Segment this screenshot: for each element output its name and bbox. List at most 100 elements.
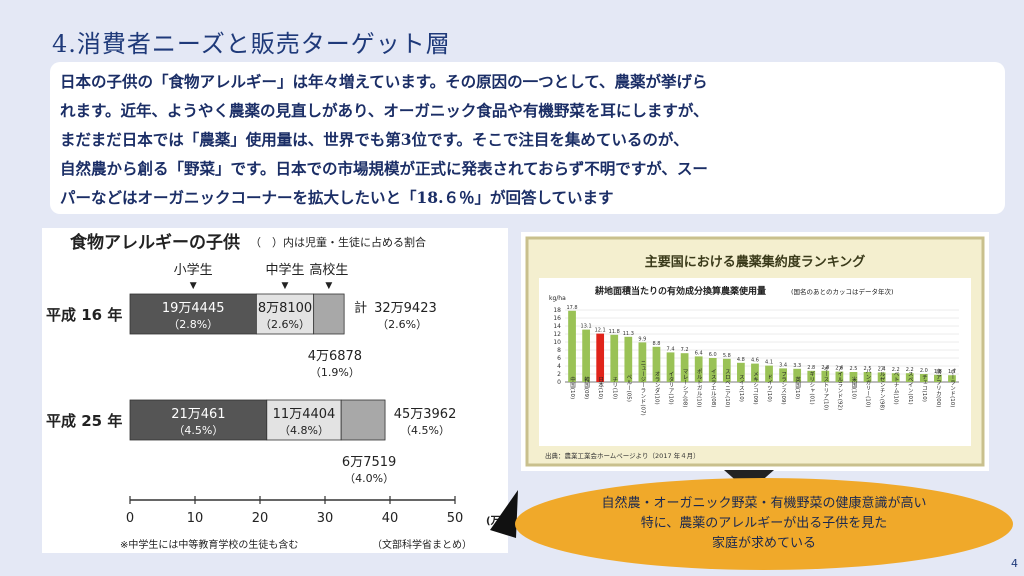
intro-line: 日本の子供の「食物アレルギー」は年々増えています。その原因の一つとして、農薬が挙… bbox=[60, 72, 708, 91]
allergy-bar-segment bbox=[129, 293, 257, 335]
ranking-y-tick-label: 8 bbox=[557, 347, 561, 354]
ranking-bar bbox=[891, 373, 900, 382]
ranking-bar bbox=[779, 368, 787, 382]
allergy-x-tick-label: 0 bbox=[126, 511, 134, 526]
allergy-bar-segment bbox=[266, 399, 342, 441]
ranking-bar bbox=[793, 368, 802, 382]
allergy-pct-label: （4.8%） bbox=[279, 424, 329, 437]
intro-line: れます。近年、ようやく農薬の見直しがあり、オーガニック食品や有機野菜を耳にします… bbox=[60, 101, 709, 120]
allergy-note: ※中学生には中等教育学校の生徒も含む bbox=[120, 538, 298, 551]
ranking-header: 主要国における農薬集約度ランキング bbox=[645, 254, 866, 270]
ranking-bar bbox=[905, 373, 914, 382]
ranking-value-label: 17.8 bbox=[566, 305, 577, 311]
ranking-value-label: 6.0 bbox=[709, 352, 717, 358]
down-triangle-icon: ▼ bbox=[190, 281, 197, 291]
ranking-bar bbox=[610, 334, 619, 382]
ranking-chart-panel: 主要国における農薬集約度ランキング 耕地面積当たりの有効成分換算農薬使用量 (国… bbox=[521, 232, 989, 471]
ranking-bar bbox=[919, 374, 928, 382]
callout-line: 家庭が求めている bbox=[711, 536, 816, 551]
ranking-value-label: 2.6 bbox=[835, 366, 843, 372]
ranking-country-label: オランダ(10) bbox=[653, 371, 660, 404]
ranking-value-label: 13.1 bbox=[581, 324, 592, 330]
callout-line: 特に、農薬のアレルギーが出る子供を見た bbox=[640, 516, 888, 531]
ranking-country-label: 韓国(09) bbox=[583, 376, 590, 399]
ranking-value-label: 2.5 bbox=[864, 366, 872, 372]
ranking-bar bbox=[807, 370, 816, 382]
allergy-bar-segment bbox=[340, 399, 386, 441]
ranking-y-tick-label: 18 bbox=[553, 307, 561, 314]
ranking-bar bbox=[596, 333, 605, 382]
ranking-value-label: 11.8 bbox=[609, 329, 620, 335]
allergy-value-label: 4万6878 bbox=[308, 349, 362, 364]
ranking-country-label: ポーランド(10) bbox=[949, 368, 956, 407]
ranking-value-label: 4.1 bbox=[765, 360, 773, 366]
ranking-country-label: アイルランド(92) bbox=[836, 366, 843, 410]
allergy-col-header: 高校生 bbox=[309, 262, 348, 278]
ranking-country-label: チリ(10) bbox=[611, 377, 618, 399]
ranking-value-label: 1.7 bbox=[948, 369, 956, 375]
page-number: 4 bbox=[1011, 557, 1018, 570]
allergy-total-pct: （4.5%） bbox=[400, 424, 450, 437]
allergy-total-prefix: 計 bbox=[354, 300, 367, 316]
ranking-country-label: ハンガリー(10) bbox=[865, 369, 872, 408]
ranking-country-label: 英国(10) bbox=[794, 376, 801, 399]
allergy-x-tick-label: 20 bbox=[252, 511, 269, 526]
ranking-bar bbox=[652, 346, 661, 382]
ranking-y-tick-label: 12 bbox=[553, 331, 561, 338]
allergy-value-label: 19万4445 bbox=[162, 301, 225, 316]
ranking-source: 出典：農業工業会ホームページより（2017 年４月） bbox=[545, 451, 700, 460]
allergy-pct-label: （2.6%） bbox=[260, 318, 310, 331]
ranking-title-note: (国名のあとのカッコはデータ年次) bbox=[791, 287, 894, 296]
ranking-value-label: 2.4 bbox=[878, 366, 886, 372]
ranking-country-label: イスラエル(08) bbox=[710, 369, 717, 408]
intro-text-box: 日本の子供の「食物アレルギー」は年々増えています。その原因の一つとして、農薬が挙… bbox=[50, 62, 1005, 214]
ranking-bar bbox=[751, 363, 759, 382]
ranking-country-label: イタリア(10) bbox=[668, 371, 675, 404]
intro-line: まだまだ日本では「農薬」使用量は、世界でも第3位です。そこで注目を集めているのが… bbox=[60, 130, 689, 149]
ranking-value-label: 4.6 bbox=[751, 358, 759, 364]
down-triangle-icon: ▼ bbox=[325, 281, 332, 291]
callout-oval: 自然農・オーガニック野菜・有機野菜の健康意識が高い 特に、農薬のアレルギーが出る… bbox=[515, 478, 1013, 570]
ranking-country-label: 南アフリカ(00) bbox=[935, 367, 942, 407]
ranking-country-label: スイス(10) bbox=[738, 374, 745, 402]
ranking-country-label: 中国(10) bbox=[569, 376, 576, 399]
ranking-bar bbox=[737, 362, 745, 382]
ranking-bar bbox=[765, 365, 773, 382]
allergy-value-label: 11万4404 bbox=[273, 407, 336, 422]
allergy-total-label: 32万9423 bbox=[374, 301, 437, 316]
ranking-country-label: ドイツ(10) bbox=[766, 374, 773, 402]
allergy-x-tick-label: 30 bbox=[317, 511, 334, 526]
down-triangle-icon: ▼ bbox=[282, 281, 289, 291]
ranking-y-tick-label: 6 bbox=[557, 355, 561, 362]
ranking-value-label: 11.3 bbox=[623, 331, 634, 337]
ranking-bar bbox=[934, 374, 942, 382]
ranking-bar bbox=[568, 310, 576, 382]
callout-line: 自然農・オーガニック野菜・有機野菜の健康意識が高い bbox=[601, 496, 927, 511]
ranking-value-label: 8.8 bbox=[652, 341, 660, 347]
ranking-bar bbox=[582, 329, 590, 382]
ranking-y-tick-label: 10 bbox=[553, 339, 561, 346]
ranking-y-tick-label: 4 bbox=[557, 363, 561, 370]
allergy-pct-label: （4.5%） bbox=[173, 424, 223, 437]
ranking-bar bbox=[666, 352, 675, 382]
right-arrow-icon bbox=[490, 490, 518, 538]
ranking-bar bbox=[948, 375, 956, 382]
ranking-country-label: フランス(09) bbox=[780, 371, 787, 404]
allergy-total-label: 45万3962 bbox=[394, 407, 457, 422]
slide-title: 4.消費者ニーズと販売ターゲット層 bbox=[52, 30, 451, 58]
ranking-country-label: ギリシャ(01) bbox=[808, 371, 815, 404]
ranking-bar bbox=[821, 370, 830, 382]
allergy-chart: 食物アレルギーの子供 （ ）内は児童・生徒に占める割合 小学生 ▼ 中学生 ▼ 高校生 ▼… bbox=[46, 232, 515, 551]
ranking-value-label: 2.2 bbox=[906, 367, 914, 373]
ranking-country-label: メキシコ(09) bbox=[752, 371, 759, 404]
ranking-country-label: 米国(10) bbox=[850, 376, 857, 399]
ranking-bar bbox=[835, 371, 844, 382]
allergy-row-label: 平成 16 年 bbox=[46, 306, 122, 324]
ranking-value-label: 5.8 bbox=[723, 353, 731, 359]
ranking-country-label: ペルー(05) bbox=[625, 374, 632, 402]
ranking-y-tick-label: 0 bbox=[557, 379, 561, 386]
ranking-country-label: アルゼンチン(98) bbox=[879, 366, 886, 410]
allergy-x-tick-label: 50 bbox=[447, 511, 464, 526]
ranking-country-label: ベトナム(10) bbox=[893, 371, 900, 404]
ranking-country-label: チェコ(10) bbox=[921, 374, 928, 402]
